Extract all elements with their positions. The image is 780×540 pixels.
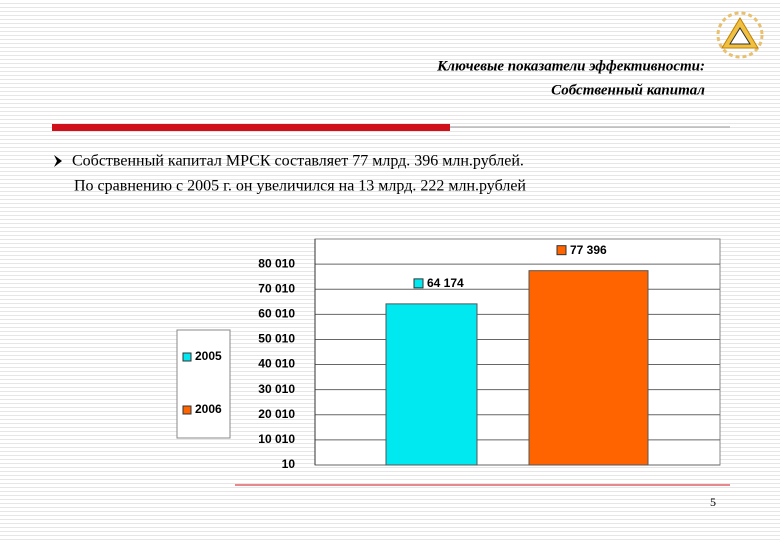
value-label-key [413, 278, 424, 289]
bullet-line: Собственный капитал МРСК составляет 77 м… [72, 153, 524, 170]
title-line: Собственный капитал [551, 82, 705, 98]
y-tick-label: 10 010 [258, 432, 295, 446]
title-rule [52, 124, 450, 131]
bullet-arrow [54, 155, 62, 167]
value-label: 77 396 [570, 243, 607, 257]
y-tick-label: 40 010 [258, 357, 295, 371]
y-tick-label: 20 010 [258, 407, 295, 421]
y-tick-label: 10 [282, 457, 296, 471]
y-tick-label: 30 010 [258, 382, 295, 396]
logo [716, 11, 764, 59]
y-tick-label: 50 010 [258, 332, 295, 346]
y-tick-label: 70 010 [258, 281, 295, 295]
bar [385, 303, 478, 466]
legend-label: 2005 [195, 349, 222, 363]
legend [176, 329, 231, 439]
y-tick-label: 60 010 [258, 307, 295, 321]
legend-key [182, 405, 192, 415]
page-number: 5 [710, 495, 716, 509]
bar [528, 270, 649, 466]
title-line: Ключевые показатели эффективности: [436, 58, 705, 74]
legend-key [182, 352, 192, 362]
legend-label: 2006 [195, 402, 222, 416]
value-label-key [556, 245, 567, 256]
y-tick-label: 80 010 [258, 256, 295, 270]
bullet-line: По сравнению с 2005 г. он увеличился на … [74, 178, 526, 195]
value-label: 64 174 [427, 276, 464, 290]
plot-area [314, 238, 721, 466]
